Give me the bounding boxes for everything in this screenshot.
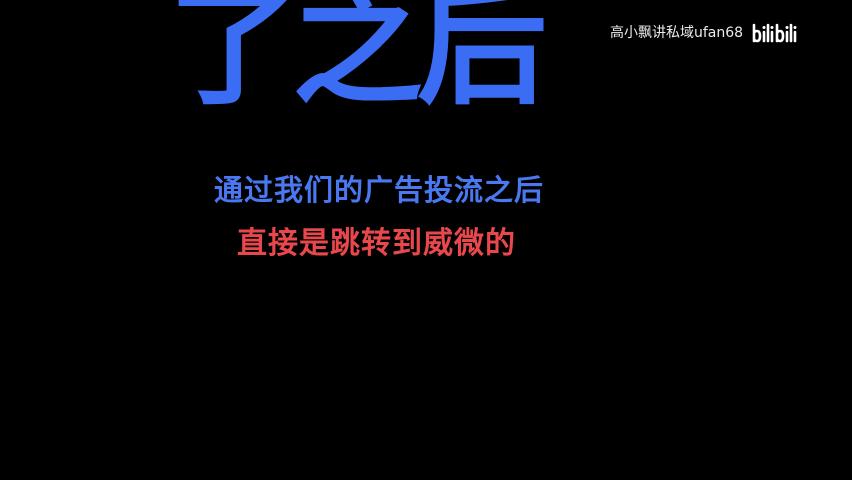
- watermark: 高小飘讲私域ufan68: [610, 21, 813, 45]
- subtitle-line-1: 通过我们的广告投流之后: [214, 173, 545, 207]
- bilibili-logo-icon: [752, 23, 797, 43]
- big-title-text: 了之后: [168, 0, 547, 123]
- watermark-text: 高小飘讲私域ufan68: [610, 25, 744, 41]
- subtitle-line-2: 直接是跳转到威微的: [237, 226, 516, 261]
